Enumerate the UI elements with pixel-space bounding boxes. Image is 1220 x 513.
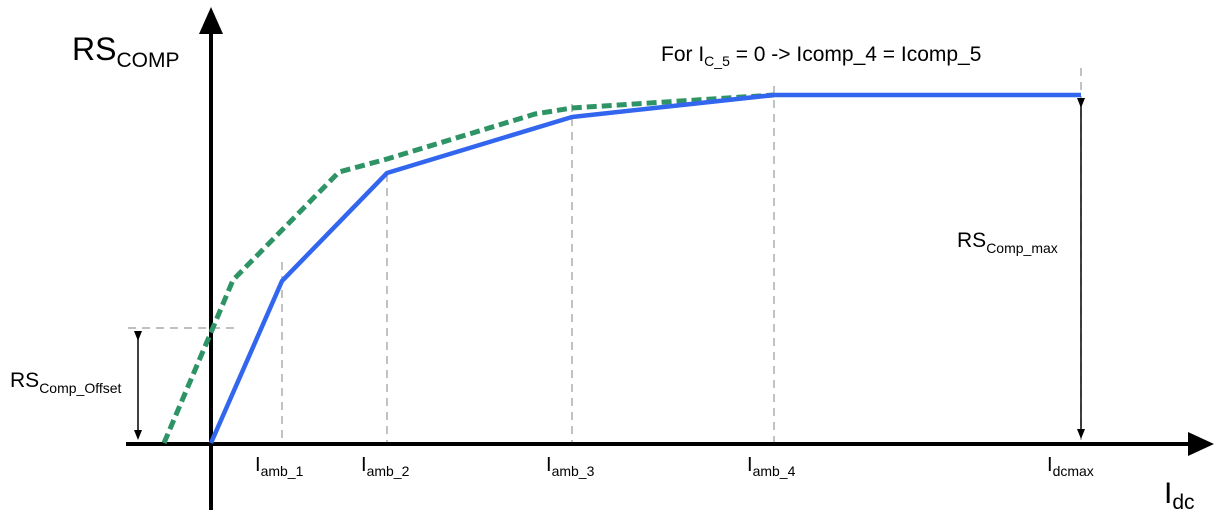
tick-amb-2-sub: amb_2 — [367, 463, 410, 479]
rs-comp-offset-main: RS — [10, 369, 39, 392]
tick-label-amb-4: Iamb_4 — [747, 454, 796, 479]
x-axis-arrowhead — [1188, 432, 1214, 456]
tick-label-amb-1: Iamb_1 — [255, 454, 304, 479]
tick-amb-1-main: I — [255, 454, 261, 476]
tick-amb-3-main: I — [546, 454, 552, 476]
note-text: For IC_5 = 0 -> Icomp_4 = Icomp_5 — [661, 43, 981, 69]
y-axis-label: RSCOMP — [72, 31, 179, 72]
rs-comp-max-label: RSComp_max — [957, 229, 1058, 256]
y-axis-arrowhead — [199, 7, 223, 34]
rs-comp-max-main: RS — [957, 229, 986, 252]
solid-blue-curve — [208, 92, 1081, 444]
rs-comp-offset-label: RSComp_Offset — [10, 369, 122, 396]
tick-amb-3-sub: amb_3 — [552, 463, 595, 479]
y-axis-label-sub: COMP — [116, 49, 179, 72]
x-axis-label: Idc — [1164, 477, 1195, 513]
note-suffix: = 0 -> Icomp_4 = Icomp_5 — [730, 43, 982, 66]
rs-comp-offset-sub: Comp_Offset — [39, 380, 121, 396]
y-axis-label-main: RS — [72, 31, 116, 67]
tick-dcmax-main: I — [1047, 454, 1053, 476]
tick-amb-4-sub: amb_4 — [753, 463, 796, 479]
tick-amb-1-sub: amb_1 — [261, 463, 304, 479]
note-prefix: For I — [661, 43, 704, 66]
tick-label-dcmax: Idcmax — [1047, 454, 1094, 479]
tick-dcmax-sub: dcmax — [1053, 463, 1094, 479]
tick-label-amb-2: Iamb_2 — [361, 454, 410, 479]
x-axis-label-main: I — [1164, 477, 1172, 510]
note-sub: C_5 — [704, 53, 730, 69]
tick-amb-2-main: I — [361, 454, 367, 476]
x-axis-label-sub: dc — [1172, 491, 1194, 513]
dashed-green-curve — [161, 92, 775, 444]
tick-label-amb-3: Iamb_3 — [546, 454, 595, 479]
tick-amb-4-main: I — [747, 454, 753, 476]
rs-comp-max-sub: Comp_max — [986, 240, 1058, 256]
